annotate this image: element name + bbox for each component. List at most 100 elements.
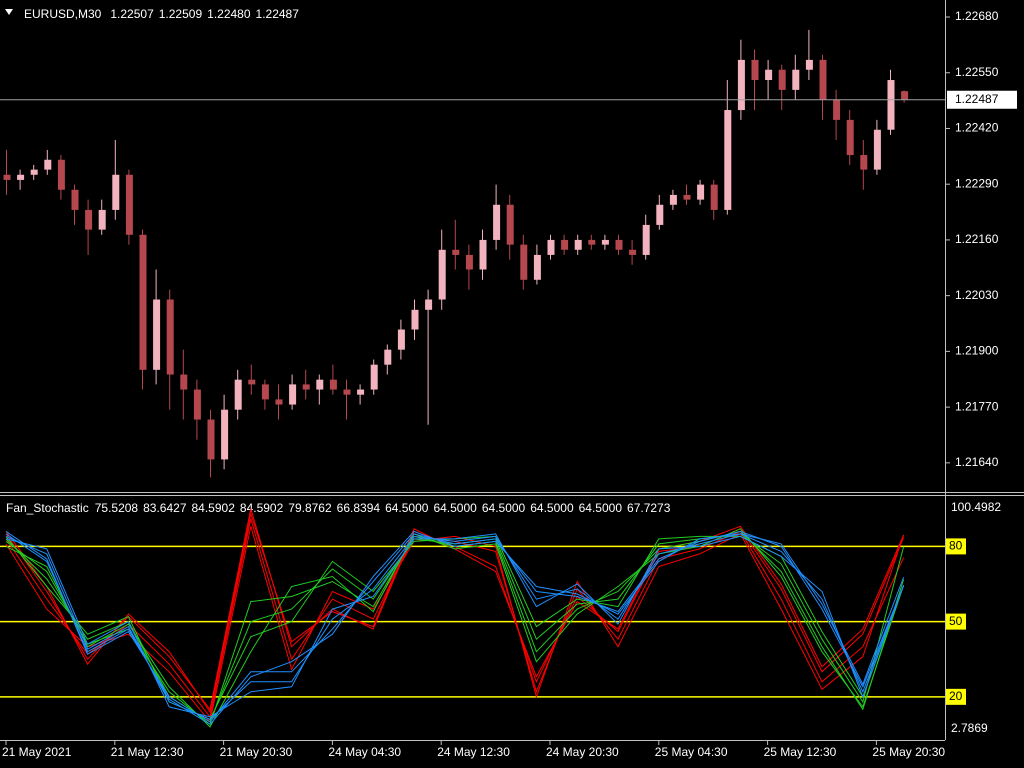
level-label: 80 [949,539,963,553]
readout-value: 64.5000 [482,501,526,515]
candle-body [180,374,188,390]
y-tick-label: 1.21640 [955,455,999,469]
price-label: 1.22487 [955,92,999,106]
candle-body [57,159,65,190]
x-tick-label: 21 May 20:30 [220,745,293,759]
candle-body [425,299,433,310]
level-label: 50 [949,614,963,628]
candle-body [302,384,310,390]
candle-body [805,59,813,70]
candle-body [44,159,52,170]
menu-arrow[interactable] [5,9,13,15]
candle-body [71,189,79,210]
y-tick-label: 1.22290 [955,176,999,190]
readout-value: 64.5000 [579,501,623,515]
candle-body [887,80,895,130]
candle-body [901,91,909,100]
readout-value: 1.22480 [207,7,251,21]
y-max-label: 100.4982 [951,500,1001,514]
stochastic-line [5,528,905,728]
readout-value: 75.5208 [95,501,139,515]
x-tick-label: 25 May 20:30 [872,745,945,759]
stochastic-line [5,533,905,718]
candle-body [724,110,732,210]
x-tick-label: 21 May 12:30 [111,745,184,759]
candle-body [85,209,93,230]
candle-body [778,69,786,90]
candle-body [384,349,392,365]
y-tick-label: 1.22160 [955,232,999,246]
candle-body [275,399,283,405]
candle-body [411,309,419,330]
candle-body [3,174,11,180]
candle-body [588,239,596,245]
candle-body [561,239,569,250]
candle-body [139,234,147,370]
x-tick-label: 25 May 04:30 [655,745,728,759]
candle-body [520,244,528,280]
y-tick-label: 1.21900 [955,344,999,358]
x-tick-label: 25 May 12:30 [764,745,837,759]
candle-body [438,249,446,300]
level-label-box [946,688,966,705]
candle-body [221,409,229,460]
readout-value: 67.7273 [627,501,671,515]
candle-body [343,389,351,395]
level-label: 20 [949,689,963,703]
candle-body [642,224,650,255]
candle-body [547,239,555,255]
candle-body [751,59,759,81]
indicator-title: Fan_Stochastic [6,501,89,515]
candle-body [819,59,827,100]
candle-body [465,254,473,270]
candle-body [248,379,256,385]
y-tick-label: 1.22420 [955,121,999,135]
x-tick-label: 21 May 2021 [2,745,72,759]
x-tick-label: 24 May 20:30 [546,745,619,759]
readout-value: 64.5000 [433,501,477,515]
readout-value: 1.22487 [256,7,300,21]
candle-body [166,299,174,375]
candle-body [316,379,324,390]
candle-body [860,155,868,170]
x-tick-label: 24 May 12:30 [437,745,510,759]
candle-body [710,184,718,210]
candle-body [574,239,582,250]
candle-body [207,419,215,460]
y-tick-label: 1.21770 [955,399,999,413]
candle-body [683,194,691,200]
candle-body [533,254,541,280]
candle-body [601,239,609,245]
level-label-box [946,613,966,630]
readout-value: 64.5000 [530,501,574,515]
readout-value: 1.22509 [159,7,203,21]
candle-body [629,249,637,255]
stochastic-line [5,526,905,724]
candle-body [737,59,745,111]
candle-body [357,389,365,395]
level-label-box [946,538,966,555]
candle-body [30,169,38,175]
candle-body [846,119,854,156]
candle-body [17,174,25,180]
readout-value: 84.5902 [192,501,236,515]
readout-value: 83.6427 [143,501,187,515]
x-tick-label: 24 May 04:30 [328,745,401,759]
stochastic-line [5,530,905,726]
candle-body [792,69,800,90]
y-min-label: 2.7869 [951,721,988,735]
candle-body [193,389,201,420]
candle-body [506,204,514,245]
readout-value: 64.5000 [385,501,429,515]
readout-value: 84.5902 [240,501,284,515]
candle-body [397,329,405,350]
y-tick-label: 1.22030 [955,288,999,302]
y-tick-label: 1.22550 [955,65,999,79]
candle-body [833,99,841,120]
readout-value: 79.8762 [288,501,332,515]
candle-body [452,249,460,255]
readout-value: 66.8394 [337,501,381,515]
